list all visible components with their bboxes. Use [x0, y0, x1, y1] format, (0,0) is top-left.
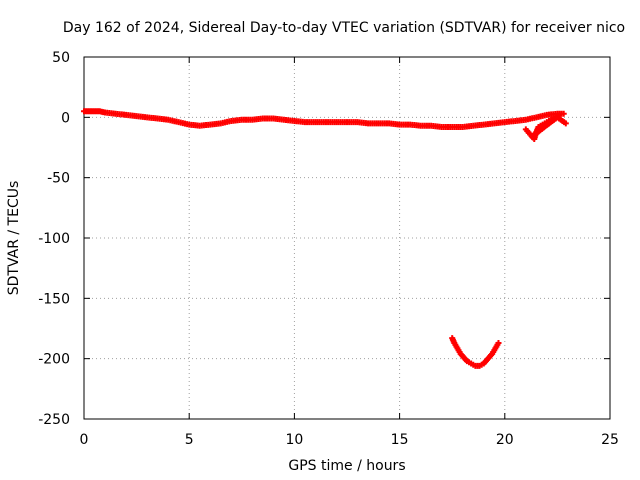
data-point	[560, 110, 567, 117]
grid-lines	[84, 57, 610, 419]
x-tick-label: 0	[80, 432, 89, 448]
chart-title: Day 162 of 2024, Sidereal Day-to-day VTE…	[63, 20, 625, 36]
data-points	[81, 108, 569, 369]
y-tick-label: -150	[38, 291, 70, 307]
x-tick-label: 20	[496, 432, 514, 448]
y-tick-label: 0	[61, 110, 70, 126]
y-tick-label: -50	[47, 171, 70, 187]
x-tick-label: 15	[391, 432, 409, 448]
y-tick-label: -100	[38, 231, 70, 247]
y-axis-label: SDTVAR / TECUs	[6, 181, 22, 296]
y-tick-label: 50	[52, 50, 70, 66]
y-tick-label: -250	[38, 412, 70, 428]
x-tick-label: 10	[285, 432, 303, 448]
axis-ticks: 0 5 10 15 20 25 50 0 -50 -100 -150 -200 -250	[38, 50, 619, 448]
x-tick-label: 25	[601, 432, 619, 448]
y-tick-label: -200	[38, 352, 70, 368]
data-point	[495, 339, 502, 346]
x-tick-label: 5	[185, 432, 194, 448]
data-point	[562, 120, 569, 127]
x-axis-label: GPS time / hours	[288, 458, 405, 474]
plot-area-frame	[83, 56, 611, 420]
